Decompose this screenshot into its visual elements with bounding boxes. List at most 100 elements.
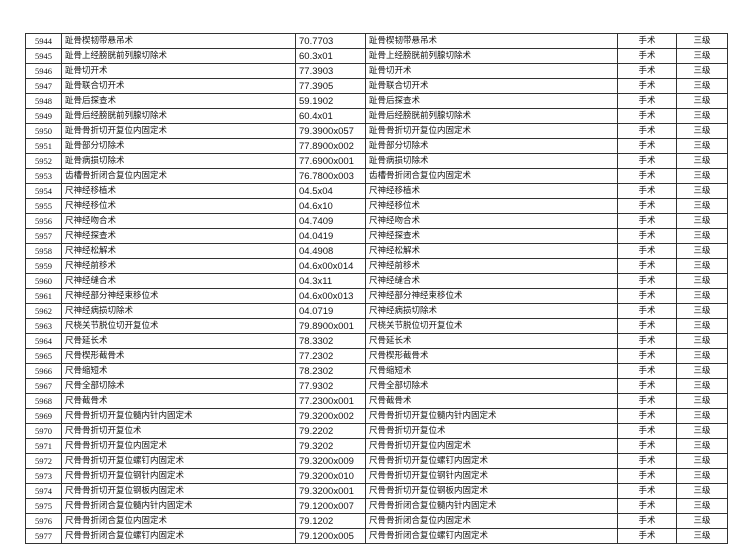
procedure-name-standard-cell: 尺神经移植术	[365, 183, 618, 199]
level-cell: 三级	[676, 498, 728, 514]
procedure-name-cell: 尺神经缝合术	[61, 273, 296, 289]
level-cell: 三级	[676, 408, 728, 424]
procedure-name-standard-cell: 尺骨骨折闭合复位内固定术	[365, 513, 618, 529]
procedure-name-cell: 尺神经部分神经束移位术	[61, 288, 296, 304]
row-number-cell: 5963	[25, 318, 62, 334]
category-cell: 手术	[617, 483, 677, 499]
category-cell: 手术	[617, 333, 677, 349]
table-row: 5973 尺骨骨折切开复位钢针内固定术 79.3200x010 尺骨骨折切开复位钢针内…	[25, 468, 728, 484]
category-cell: 手术	[617, 363, 677, 379]
procedure-name-standard-cell: 趾骨切开术	[365, 63, 618, 79]
table-row: 5956 尺神经吻合术 04.7409 尺神经吻合术 手术 三级	[25, 213, 728, 229]
procedure-name-cell: 尺神经松解术	[61, 243, 296, 259]
procedure-name-standard-cell: 趾骨部分切除术	[365, 138, 618, 154]
procedure-name-standard-cell: 齿槽骨折闭合复位内固定术	[365, 168, 618, 184]
procedure-table: 5944 趾骨楔韧带悬吊术 70.7703 趾骨楔韧带悬吊术 手术 三级 5945 趾骨上经膀…	[25, 33, 728, 544]
row-number-cell: 5946	[25, 63, 62, 79]
table-row: 5963 尺桡关节脱位切开复位术 79.8900x001 尺桡关节脱位切开复位术 手术三…	[25, 318, 728, 334]
table-row: 5948 趾骨后探查术 59.1902 趾骨后探查术 手术 三级	[25, 93, 728, 109]
procedure-name-cell: 尺神经病损切除术	[61, 303, 296, 319]
procedure-name-cell: 尺骨楔形截骨术	[61, 348, 296, 364]
row-number-cell: 5947	[25, 78, 62, 94]
table-row: 5967 尺骨全部切除术 77.9302 尺骨全部切除术 手术 三级	[25, 378, 728, 394]
table-row: 5961 尺神经部分神经束移位术 04.6x00x013 尺神经部分神经束移位术 手术三…	[25, 288, 728, 304]
procedure-name-standard-cell: 趾骨后探查术	[365, 93, 618, 109]
category-cell: 手术	[617, 453, 677, 469]
row-number-cell: 5956	[25, 213, 62, 229]
level-cell: 三级	[676, 318, 728, 334]
table-row: 5971 尺骨骨折切开复位内固定术 79.3202 尺骨骨折切开复位内固定术 手术 三级	[25, 438, 728, 454]
procedure-name-standard-cell: 尺骨骨折闭合复位螺钉内固定术	[365, 528, 618, 544]
procedure-name-standard-cell: 尺骨延长术	[365, 333, 618, 349]
category-cell: 手术	[617, 438, 677, 454]
procedure-name-cell: 尺桡关节脱位切开复位术	[61, 318, 296, 334]
procedure-name-standard-cell: 尺骨骨折切开复位螺钉内固定术	[365, 453, 618, 469]
category-cell: 手术	[617, 393, 677, 409]
table-row: 5972 尺骨骨折切开复位螺钉内固定术 79.3200x009 尺骨骨折切开复位螺钉内…	[25, 453, 728, 469]
procedure-code-cell: 04.3x11	[295, 273, 366, 289]
procedure-name-cell: 尺神经探查术	[61, 228, 296, 244]
level-cell: 三级	[676, 243, 728, 259]
procedure-code-cell: 70.7703	[295, 33, 366, 49]
procedure-name-standard-cell: 尺骨骨折切开复位术	[365, 423, 618, 439]
level-cell: 三级	[676, 528, 728, 544]
procedure-code-cell: 04.4908	[295, 243, 366, 259]
category-cell: 手术	[617, 123, 677, 139]
category-cell: 手术	[617, 258, 677, 274]
level-cell: 三级	[676, 33, 728, 49]
procedure-name-standard-cell: 尺神经吻合术	[365, 213, 618, 229]
level-cell: 三级	[676, 183, 728, 199]
procedure-code-cell: 77.8900x002	[295, 138, 366, 154]
level-cell: 三级	[676, 288, 728, 304]
procedure-name-standard-cell: 尺桡关节脱位切开复位术	[365, 318, 618, 334]
procedure-name-standard-cell: 尺骨骨折切开复位钢针内固定术	[365, 468, 618, 484]
procedure-name-cell: 尺神经吻合术	[61, 213, 296, 229]
category-cell: 手术	[617, 273, 677, 289]
table-row: 5968 尺骨截骨术 77.2300x001 尺骨截骨术 手术 三级	[25, 393, 728, 409]
level-cell: 三级	[676, 453, 728, 469]
level-cell: 三级	[676, 423, 728, 439]
procedure-code-cell: 04.0419	[295, 228, 366, 244]
procedure-name-standard-cell: 尺神经部分神经束移位术	[365, 288, 618, 304]
level-cell: 三级	[676, 258, 728, 274]
row-number-cell: 5968	[25, 393, 62, 409]
procedure-name-cell: 尺骨缩短术	[61, 363, 296, 379]
table-row: 5951 趾骨部分切除术 77.8900x002 趾骨部分切除术 手术 三级	[25, 138, 728, 154]
category-cell: 手术	[617, 48, 677, 64]
procedure-name-cell: 尺骨骨折切开复位螺钉内固定术	[61, 453, 296, 469]
procedure-name-standard-cell: 趾骨联合切开术	[365, 78, 618, 94]
procedure-code-cell: 04.5x04	[295, 183, 366, 199]
table-row: 5945 趾骨上经膀胱前列腺切除术 60.3x01 趾骨上经膀胱前列腺切除术 手术 三级	[25, 48, 728, 64]
row-number-cell: 5951	[25, 138, 62, 154]
procedure-name-cell: 趾骨后探查术	[61, 93, 296, 109]
row-number-cell: 5970	[25, 423, 62, 439]
category-cell: 手术	[617, 303, 677, 319]
level-cell: 三级	[676, 108, 728, 124]
procedure-code-cell: 79.1202	[295, 513, 366, 529]
procedure-name-cell: 趾骨后经膀胱前列腺切除术	[61, 108, 296, 124]
row-number-cell: 5950	[25, 123, 62, 139]
level-cell: 三级	[676, 153, 728, 169]
procedure-name-cell: 趾骨切开术	[61, 63, 296, 79]
row-number-cell: 5960	[25, 273, 62, 289]
category-cell: 手术	[617, 528, 677, 544]
procedure-code-cell: 04.6x00x013	[295, 288, 366, 304]
procedure-name-cell: 尺骨骨折闭合复位螺钉内固定术	[61, 528, 296, 544]
level-cell: 三级	[676, 303, 728, 319]
procedure-name-cell: 趾骨楔韧带悬吊术	[61, 33, 296, 49]
procedure-name-standard-cell: 尺骨骨折切开复位钢板内固定术	[365, 483, 618, 499]
category-cell: 手术	[617, 288, 677, 304]
category-cell: 手术	[617, 108, 677, 124]
procedure-name-standard-cell: 尺骨骨折闭合复位髓内针内固定术	[365, 498, 618, 514]
procedure-code-cell: 77.6900x001	[295, 153, 366, 169]
procedure-name-cell: 趾骨联合切开术	[61, 78, 296, 94]
procedure-name-standard-cell: 尺骨缩短术	[365, 363, 618, 379]
procedure-code-cell: 78.2302	[295, 363, 366, 379]
category-cell: 手术	[617, 183, 677, 199]
row-number-cell: 5945	[25, 48, 62, 64]
procedure-name-standard-cell: 尺神经移位术	[365, 198, 618, 214]
procedure-code-cell: 78.3302	[295, 333, 366, 349]
procedure-code-cell: 77.3905	[295, 78, 366, 94]
row-number-cell: 5972	[25, 453, 62, 469]
table-row: 5957 尺神经探查术 04.0419 尺神经探查术 手术 三级	[25, 228, 728, 244]
